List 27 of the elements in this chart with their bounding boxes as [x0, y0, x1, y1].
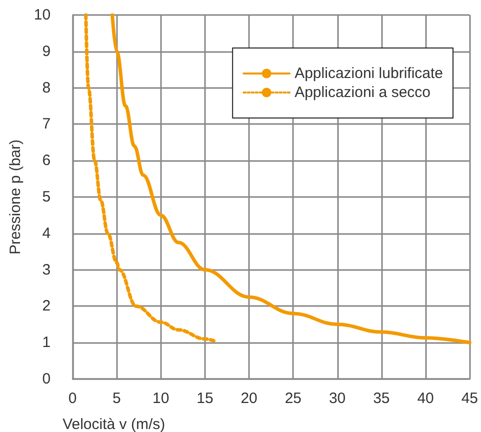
y-axis-title: Pressione p (bar)	[7, 139, 24, 255]
x-axis-title: Velocità v (m/s)	[62, 416, 166, 432]
line-series	[84, 13, 216, 343]
legend-label: Applicazioni lubrificate	[294, 65, 444, 82]
y-tick-label: 7	[42, 116, 51, 133]
y-tick-label: 3	[42, 261, 51, 278]
x-tick-label: 25	[284, 390, 302, 407]
y-tick-label: 6	[42, 152, 51, 170]
y-tick-label: 1	[42, 334, 51, 352]
y-tick-label: 9	[42, 42, 51, 60]
y-tick-label: 10	[34, 6, 51, 24]
x-tick-label: 40	[417, 390, 434, 407]
x-tick-label: 20	[240, 390, 258, 407]
x-tick-label: 15	[196, 390, 214, 407]
y-tick-label: 5	[42, 188, 51, 206]
x-tick-label: 45	[461, 390, 478, 407]
y-tick-label: 4	[42, 224, 51, 242]
y-tick-label: 2	[42, 298, 51, 315]
x-tick-label: 35	[373, 390, 390, 407]
y-tick-label: 0	[42, 370, 51, 388]
x-tick-label: 5	[112, 390, 121, 407]
legend-label: Applicazioni a secco	[294, 84, 431, 101]
x-tick-label: 30	[328, 390, 346, 407]
line-series	[110, 13, 472, 344]
x-tick-label: 10	[152, 390, 170, 407]
x-tick-label: 0	[68, 390, 77, 407]
y-tick-label: 8	[42, 79, 51, 96]
